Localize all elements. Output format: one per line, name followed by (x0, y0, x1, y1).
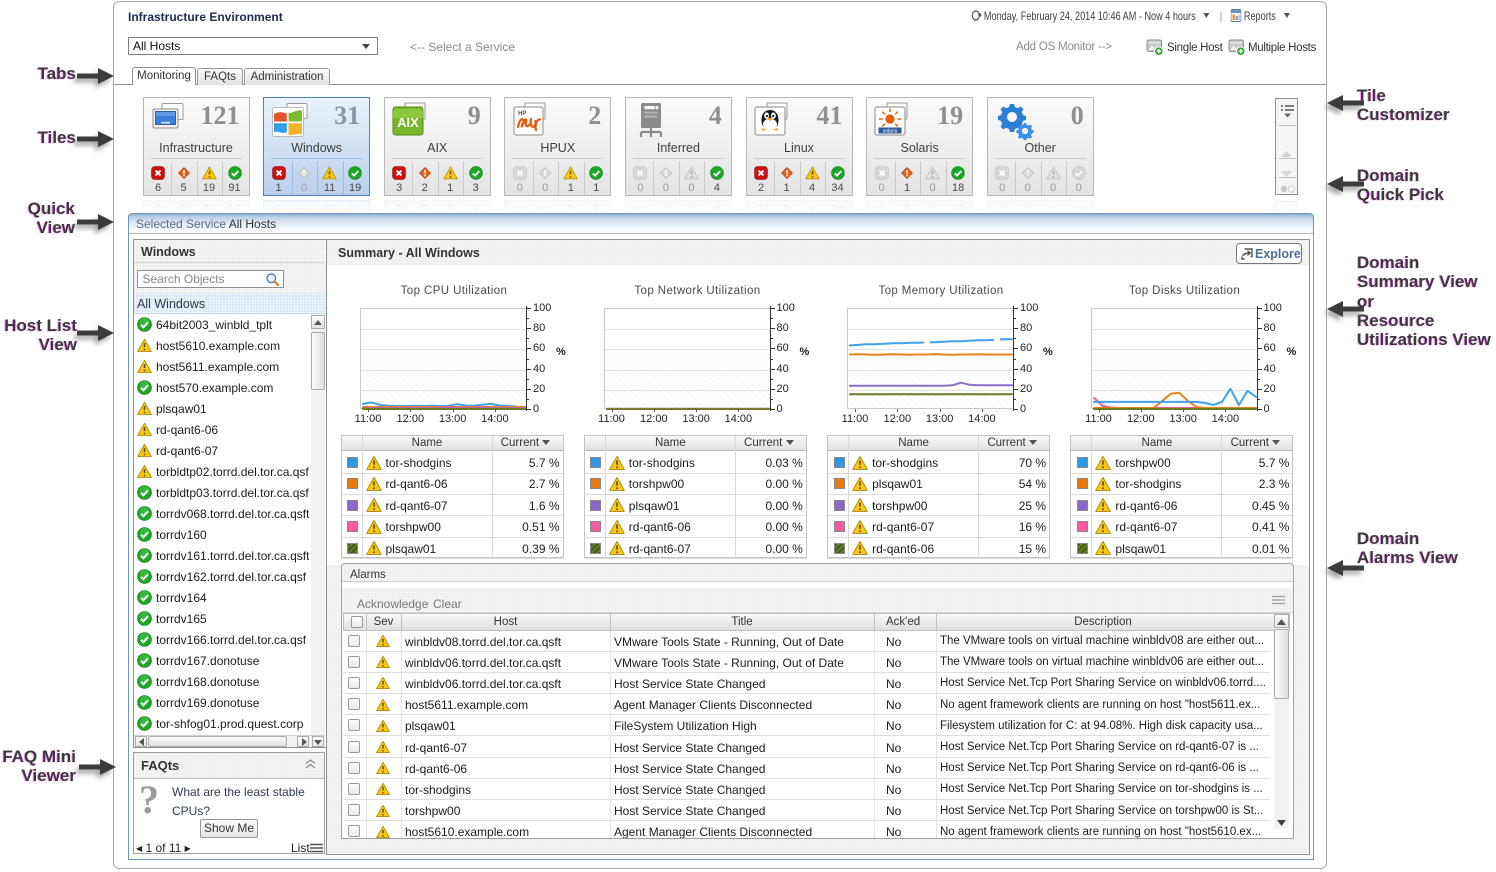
svg-text:AIX: AIX (397, 115, 419, 130)
svg-text:solaris: solaris (883, 128, 898, 134)
svg-text:HP: HP (518, 111, 526, 117)
